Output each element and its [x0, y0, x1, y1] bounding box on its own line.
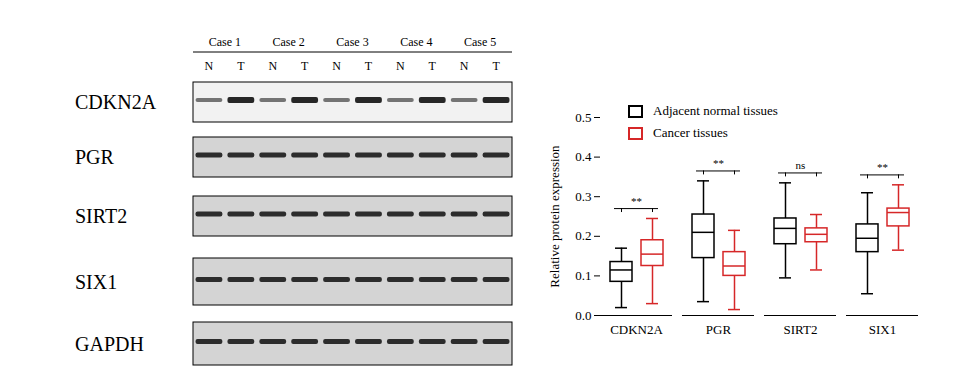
- svg-text:SIRT2: SIRT2: [784, 322, 818, 337]
- svg-text:**: **: [631, 195, 642, 207]
- svg-text:Case 1: Case 1: [209, 35, 241, 49]
- svg-text:0.5: 0.5: [575, 110, 591, 125]
- svg-text:N: N: [396, 59, 405, 73]
- svg-text:CDKN2A: CDKN2A: [75, 91, 157, 113]
- svg-text:Case 2: Case 2: [273, 35, 305, 49]
- svg-text:T: T: [237, 59, 245, 73]
- svg-text:SIX1: SIX1: [75, 271, 117, 293]
- svg-text:Case 4: Case 4: [400, 35, 432, 49]
- svg-text:SIX1: SIX1: [869, 322, 896, 337]
- svg-text:N: N: [332, 59, 341, 73]
- svg-text:0.0: 0.0: [575, 308, 591, 323]
- html-text:Cancer tissues: Cancer tissues: [653, 125, 728, 140]
- svg-text:0.4: 0.4: [575, 149, 592, 164]
- svg-text:PGR: PGR: [75, 146, 115, 168]
- svg-text:CDKN2A: CDKN2A: [610, 322, 663, 337]
- svg-text:T: T: [429, 59, 437, 73]
- svg-text:**: **: [877, 161, 888, 173]
- svg-text:T: T: [365, 59, 373, 73]
- svg-text:0.3: 0.3: [575, 189, 591, 204]
- svg-text:PGR: PGR: [706, 322, 732, 337]
- svg-text:T: T: [492, 59, 500, 73]
- svg-text:0.1: 0.1: [575, 268, 591, 283]
- svg-text:N: N: [205, 59, 214, 73]
- svg-text:ns: ns: [796, 159, 806, 171]
- html-text:Adjacent normal tissues: Adjacent normal tissues: [653, 103, 778, 118]
- svg-text:GAPDH: GAPDH: [75, 333, 144, 355]
- svg-text:**: **: [713, 157, 724, 169]
- svg-text:Case 5: Case 5: [464, 35, 496, 49]
- svg-text:T: T: [301, 59, 309, 73]
- svg-text:Relative protein expression: Relative protein expression: [547, 145, 562, 288]
- svg-text:0.2: 0.2: [575, 228, 591, 243]
- svg-text:SIRT2: SIRT2: [75, 205, 127, 227]
- svg-text:N: N: [460, 59, 469, 73]
- svg-text:N: N: [268, 59, 277, 73]
- svg-text:Case 3: Case 3: [336, 35, 368, 49]
